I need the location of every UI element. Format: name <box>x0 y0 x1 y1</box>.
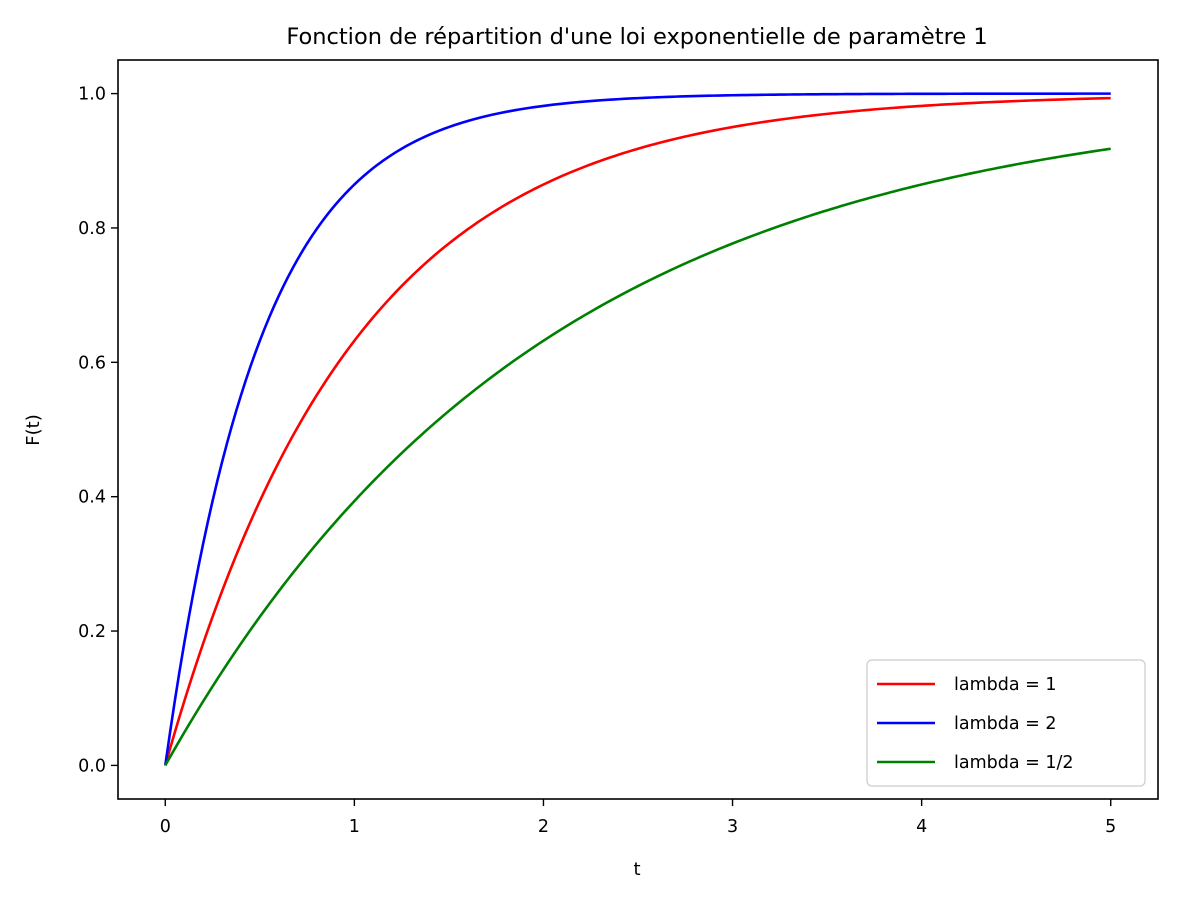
y-tick-label: 1.0 <box>78 85 106 105</box>
series-line-2 <box>163 92 1111 766</box>
series-line-3 <box>164 147 1111 767</box>
legend-label: lambda = 2 <box>954 714 1057 734</box>
legend: lambda = 1 lambda = 2 lambda = 1/2 <box>866 659 1146 787</box>
y-tick-label: 0.6 <box>78 353 106 373</box>
x-tick-label: 4 <box>916 817 927 837</box>
x-tick-label: 1 <box>349 817 360 837</box>
legend-box <box>866 659 1146 787</box>
y-tick-label: 0.8 <box>78 219 106 239</box>
y-tick-label: 0.0 <box>78 756 106 776</box>
y-axis: 0.0 0.2 0.4 0.6 0.8 1.0 <box>78 85 118 776</box>
plot-frame <box>117 59 1159 800</box>
legend-label: lambda = 1/2 <box>954 753 1074 773</box>
x-tick-label: 2 <box>538 817 549 837</box>
series-layer <box>163 92 1111 767</box>
y-tick-label: 0.2 <box>78 622 106 642</box>
x-tick-label: 5 <box>1105 817 1116 837</box>
chart-title: Fonction de répartition d'une loi expone… <box>286 24 987 50</box>
series-line-1 <box>164 96 1111 766</box>
x-axis-label: t <box>633 859 640 880</box>
x-axis: 0 1 2 3 4 5 <box>160 799 1116 837</box>
legend-label: lambda = 1 <box>954 675 1057 695</box>
y-axis-label: F(t) <box>23 414 44 445</box>
x-tick-label: 0 <box>160 817 171 837</box>
y-tick-label: 0.4 <box>78 488 106 508</box>
x-tick-label: 3 <box>727 817 738 837</box>
